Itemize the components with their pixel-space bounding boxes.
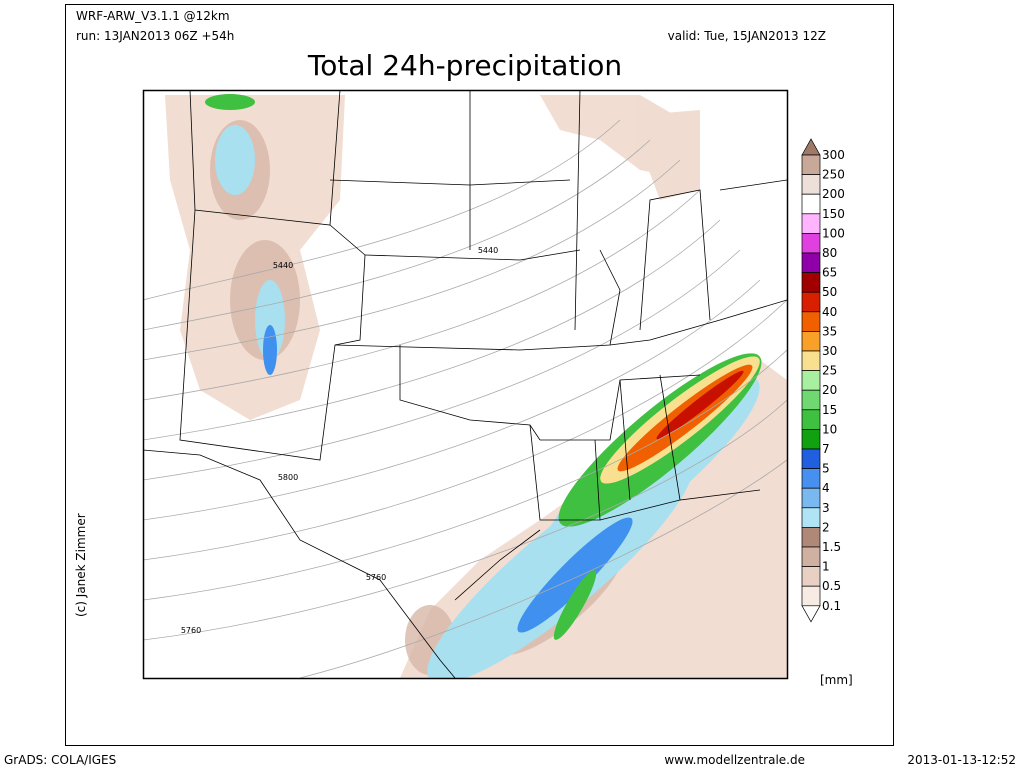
colorbar-swatch xyxy=(801,409,821,430)
colorbar-swatch xyxy=(801,566,821,587)
map: 5440 5440 5800 5760 5760 xyxy=(143,90,787,678)
colorbar-label: 0.5 xyxy=(822,579,841,593)
colorbar-label: 5 xyxy=(822,462,830,476)
footer-left: GrADS: COLA/IGES xyxy=(4,753,116,767)
colorbar-swatch xyxy=(801,527,821,548)
colorbar-swatch xyxy=(801,331,821,352)
colorbar-label: 1 xyxy=(822,560,830,574)
colorbar-label: 25 xyxy=(822,364,837,378)
colorbar-label: 30 xyxy=(822,344,837,358)
colorbar-swatch xyxy=(801,291,821,313)
contour-label: 5440 xyxy=(273,261,293,270)
colorbar-swatch xyxy=(801,233,821,254)
colorbar-label: 200 xyxy=(822,187,845,201)
colorbar-label: 20 xyxy=(822,383,837,397)
colorbar-swatch xyxy=(801,154,821,175)
colorbar-label: 300 xyxy=(822,148,845,162)
colorbar-swatch xyxy=(801,370,821,391)
colorbar-label: 35 xyxy=(822,324,837,338)
colorbar-arrow xyxy=(801,138,821,156)
colorbar-label: 50 xyxy=(822,285,837,299)
colorbar-swatch xyxy=(801,507,821,528)
borders xyxy=(143,90,787,678)
credit: (c) Janek Zimmer xyxy=(74,513,88,617)
precip-red xyxy=(656,370,744,440)
map-frame xyxy=(142,89,789,680)
colorbar-swatch xyxy=(801,350,821,371)
title: Total 24h-precipitation xyxy=(307,49,622,82)
colorbar-label: 250 xyxy=(822,168,845,182)
colorbar-swatch xyxy=(801,174,821,195)
contours xyxy=(143,119,787,678)
colorbar-label: 80 xyxy=(822,246,837,260)
colorbar-swatch xyxy=(801,213,821,234)
contour-label: 5760 xyxy=(181,626,201,635)
model-label: WRF-ARW_V3.1.1 @12km xyxy=(76,9,230,23)
footer-right: 2013-01-13-12:52 xyxy=(907,753,1016,767)
colorbar-label: 3 xyxy=(822,501,830,515)
colorbar-swatch xyxy=(801,546,821,567)
contour-label: 5760 xyxy=(366,573,386,582)
colorbar-swatch xyxy=(801,448,821,469)
colorbar-label: 15 xyxy=(822,403,837,417)
colorbar-unit: [mm] xyxy=(820,673,853,687)
colorbar-label: 10 xyxy=(822,422,837,436)
colorbar-label: 40 xyxy=(822,305,837,319)
colorbar-label: 0.1 xyxy=(822,599,841,613)
colorbar-swatch xyxy=(801,272,821,293)
colorbar-swatch xyxy=(801,389,821,411)
valid-label: valid: Tue, 15JAN2013 12Z xyxy=(668,29,826,43)
colorbar-label: 7 xyxy=(822,442,830,456)
colorbar-label: 1.5 xyxy=(822,540,841,554)
colorbar-label: 150 xyxy=(822,207,845,221)
contour-label: 5440 xyxy=(478,246,498,255)
colorbar-swatch xyxy=(801,193,821,215)
contour-label: 5800 xyxy=(278,473,298,482)
colorbar-swatch xyxy=(801,429,821,450)
colorbar: 300 250 200 150 100 80 65 50 40 35 30 25 20 15 10 7 5 4 3 2… xyxy=(801,138,845,623)
colorbar-label: 65 xyxy=(822,266,837,280)
colorbar-swatch xyxy=(801,252,821,273)
colorbar-swatch xyxy=(801,585,821,607)
colorbar-label: 2 xyxy=(822,520,830,534)
outer-frame xyxy=(65,4,894,746)
colorbar-label: 4 xyxy=(822,481,830,495)
colorbar-label: 100 xyxy=(822,226,845,240)
colorbar-swatch xyxy=(801,487,821,509)
colorbar-swatch xyxy=(801,311,821,332)
colorbar-swatch xyxy=(801,468,821,489)
footer-center: www.modellzentrale.de xyxy=(664,753,805,767)
run-label: run: 13JAN2013 06Z +54h xyxy=(76,29,234,43)
colorbar-arrow xyxy=(801,605,821,623)
